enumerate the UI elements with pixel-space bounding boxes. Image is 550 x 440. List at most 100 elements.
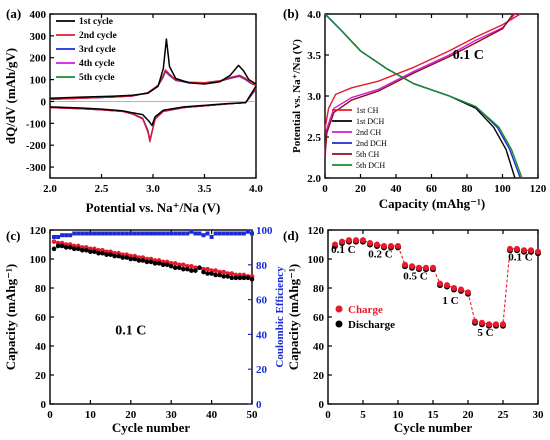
- efficiency-point: [56, 234, 61, 239]
- efficiency-point: [169, 231, 174, 236]
- panel-b-xlabel: Capacity (mAhg⁻¹): [379, 196, 485, 211]
- panel-b-xtick-label: 0: [322, 183, 328, 195]
- discharge-point: [197, 265, 202, 271]
- discharge-point: [55, 243, 61, 249]
- charge-point: [416, 264, 422, 271]
- efficiency-point: [165, 231, 170, 236]
- efficiency-point: [104, 231, 109, 236]
- panel-b-ytick-label: 2.0: [307, 173, 321, 185]
- efficiency-point: [108, 231, 113, 236]
- efficiency-point: [229, 231, 234, 236]
- discharge-point: [148, 259, 154, 265]
- efficiency-point: [88, 231, 93, 236]
- discharge-point: [152, 261, 158, 266]
- panel-c-xtick-label: 10: [85, 409, 97, 421]
- discharge-point: [249, 277, 255, 282]
- rate-label: 0.2 C: [368, 249, 393, 261]
- discharge-point: [108, 252, 113, 257]
- panel-c-ytick-label: 0: [41, 399, 47, 411]
- panel-c-xlabel: Cycle number: [112, 420, 191, 435]
- charge-point: [395, 242, 401, 249]
- discharge-point: [160, 262, 166, 268]
- legend-label-5: 5th cycle: [79, 73, 115, 83]
- efficiency-point: [120, 231, 125, 236]
- charge-point: [360, 237, 366, 244]
- discharge-point: [144, 259, 150, 265]
- charge-point: [479, 319, 485, 326]
- discharge-point: [168, 263, 174, 269]
- efficiency-point: [140, 231, 145, 236]
- charge-point: [430, 264, 436, 271]
- efficiency-point: [201, 233, 206, 238]
- discharge-point: [75, 246, 81, 252]
- panel-a-ytick-label: -200: [26, 140, 47, 152]
- discharge-point: [221, 274, 227, 279]
- efficiency-point: [64, 233, 69, 238]
- charge-point: [374, 241, 380, 248]
- efficiency-point: [161, 231, 166, 236]
- panel-a-ytick-label: 100: [30, 75, 47, 87]
- charge-point: [353, 237, 359, 244]
- panel-b-xtick-label: 100: [494, 183, 511, 195]
- charge-point: [465, 289, 471, 296]
- discharge-point: [185, 266, 190, 272]
- panel-label-d: (d): [283, 228, 299, 243]
- panel-a-dqdv-chart: 2.0 2.5 3.0 3.5 4.0 -300 -200 -100 0 100 200 300 400…: [3, 9, 263, 215]
- panel-d-xtick-label: 25: [498, 409, 510, 421]
- panel-c-ytick-label: 40: [35, 341, 47, 353]
- discharge-point: [241, 275, 247, 281]
- charge-point: [507, 245, 513, 252]
- efficiency-point: [181, 231, 186, 236]
- efficiency-point: [92, 231, 97, 236]
- panel-b-xtick-label: 60: [426, 183, 438, 195]
- discharge-point: [104, 252, 109, 257]
- panel-a-ytick-label: 300: [30, 31, 47, 43]
- discharge-point: [245, 275, 251, 281]
- charge-point: [51, 239, 57, 244]
- discharge-point: [205, 271, 210, 276]
- panel-c-ytick-label: 120: [30, 225, 47, 237]
- efficiency-point: [149, 231, 153, 236]
- discharge-point: [136, 258, 142, 263]
- discharge-point: [59, 243, 65, 249]
- charge-point: [221, 269, 227, 275]
- discharge-point: [112, 253, 117, 259]
- legend-label-discharge: Discharge: [348, 319, 395, 331]
- efficiency-point: [72, 231, 77, 236]
- efficiency-point: [177, 231, 182, 236]
- charge-point: [458, 286, 464, 293]
- panel-b-rate-annotation: 0.1 C: [453, 48, 484, 63]
- charge-point: [332, 241, 338, 248]
- efficiency-point: [116, 231, 121, 236]
- charge-point: [486, 321, 492, 328]
- legend-label-charge: Charge: [348, 304, 383, 316]
- discharge-point: [140, 258, 146, 263]
- discharge-point: [67, 245, 73, 250]
- efficiency-point: [209, 234, 214, 239]
- efficiency-point: [205, 231, 210, 236]
- panel-b-ytick-label: 3.5: [307, 50, 321, 62]
- panel-b-ytick-label: 2.5: [307, 132, 321, 144]
- efficiency-point: [76, 231, 81, 236]
- panel-d-xtick-label: 10: [393, 409, 405, 421]
- charge-connector-line: [334, 239, 539, 325]
- charge-point: [381, 242, 387, 249]
- panel-c-xtick-label: 0: [47, 409, 53, 421]
- panel-b-xtick-label: 120: [530, 183, 547, 195]
- panel-c-frame: [49, 229, 253, 405]
- panel-c-ytick-right-label: 60: [256, 295, 268, 307]
- panel-a-xtick-label: 2.0: [43, 183, 57, 195]
- efficiency-point: [197, 231, 202, 236]
- panel-d-ytick-label: 40: [313, 341, 325, 353]
- efficiency-point: [112, 231, 117, 236]
- discharge-point: [217, 272, 222, 278]
- panel-c-xtick-label: 30: [166, 409, 178, 421]
- charge-point: [172, 261, 178, 266]
- efficiency-point: [250, 231, 254, 236]
- panel-a-xtick-label: 3.0: [146, 183, 160, 195]
- panel-d-ytick-label: 100: [308, 254, 325, 266]
- panel-a-ytick-label: -100: [26, 118, 47, 130]
- efficiency-point: [136, 231, 141, 236]
- panel-d-ylabel: Capacity (mAhg⁻¹): [286, 264, 301, 370]
- panel-a-ytick-label: 200: [30, 53, 47, 65]
